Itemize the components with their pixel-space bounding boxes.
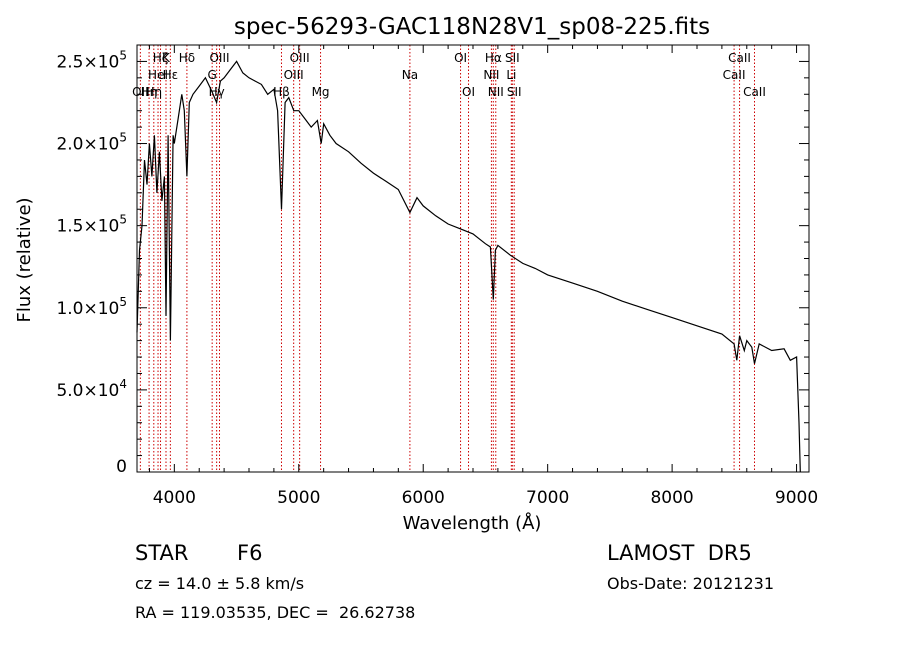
line-marker-label: Hη bbox=[141, 85, 158, 99]
line-marker-label: HeI bbox=[148, 68, 168, 82]
line-marker-label: Li bbox=[506, 68, 516, 82]
y-tick-exponent: 5 bbox=[119, 295, 127, 309]
redshift-velocity: cz = 14.0 ± 5.8 km/s bbox=[135, 574, 305, 593]
object-class: STAR bbox=[135, 541, 189, 565]
y-tick-mantissa: 5.0×10 bbox=[56, 381, 119, 401]
line-marker-label: CaII bbox=[723, 68, 746, 82]
y-tick-mantissa: 1.0×10 bbox=[56, 299, 119, 319]
object-subclass: F6 bbox=[237, 541, 263, 565]
line-marker-label: Hζ bbox=[153, 51, 169, 65]
x-tick-label: 8000 bbox=[650, 488, 693, 508]
line-marker-label: SII bbox=[505, 51, 520, 65]
spectrum-line bbox=[136, 60, 801, 473]
chart-title: spec-56293-GAC118N28V1_sp08-225.fits bbox=[234, 14, 710, 40]
y-tick-mantissa: 2.0×10 bbox=[56, 135, 119, 155]
survey-name: LAMOST DR5 bbox=[607, 541, 752, 565]
line-marker-label: OIII bbox=[290, 51, 310, 65]
x-tick-label: 7000 bbox=[526, 488, 569, 508]
line-marker-label: K bbox=[162, 51, 171, 65]
line-marker-label: OI bbox=[454, 51, 467, 65]
line-marker-label: Hα bbox=[485, 51, 502, 65]
line-marker-label: Hε bbox=[163, 68, 179, 82]
y-tick-exponent: 5 bbox=[119, 131, 127, 145]
line-marker-label: Hγ bbox=[209, 85, 225, 99]
coordinates: RA = 119.03535, DEC = 26.62738 bbox=[135, 603, 416, 622]
y-tick-exponent: 5 bbox=[119, 213, 127, 227]
y-tick-exponent: 4 bbox=[119, 377, 127, 391]
y-tick-label: 2.0×105 bbox=[56, 131, 127, 155]
plot-frame bbox=[136, 44, 810, 473]
line-marker-label: CaII bbox=[728, 51, 751, 65]
line-marker-label: Hη bbox=[145, 85, 162, 99]
x-tick-label: 4000 bbox=[153, 488, 196, 508]
y-tick-exponent: 5 bbox=[119, 48, 127, 62]
line-marker-label: Na bbox=[402, 68, 418, 82]
y-tick-label: 2.5×105 bbox=[56, 48, 127, 72]
line-marker-label: OI bbox=[462, 85, 475, 99]
y-tick-label: 0 bbox=[116, 457, 127, 477]
line-marker-label: OIII bbox=[209, 51, 229, 65]
line-marker-label: OII bbox=[132, 85, 149, 99]
y-tick-label: 1.0×105 bbox=[56, 295, 127, 319]
line-marker-label: NII bbox=[483, 68, 499, 82]
y-tick-label: 5.0×104 bbox=[56, 377, 127, 401]
line-marker-label: Hδ bbox=[179, 51, 195, 65]
line-marker-label: OIII bbox=[284, 68, 304, 82]
y-tick-mantissa: 2.5×10 bbox=[56, 52, 119, 72]
y-tick-mantissa: 1.5×10 bbox=[56, 217, 119, 237]
y-tick-mantissa: 0 bbox=[116, 457, 127, 477]
x-tick-label: 9000 bbox=[775, 488, 818, 508]
y-axis-label: Flux (relative) bbox=[14, 197, 35, 322]
line-marker-label: CaII bbox=[743, 85, 766, 99]
x-axis-label: Wavelength (Å) bbox=[403, 512, 542, 534]
line-marker-label: NII bbox=[488, 85, 504, 99]
y-tick-label: 1.5×105 bbox=[56, 213, 127, 237]
x-tick-label: 6000 bbox=[402, 488, 445, 508]
x-tick-label: 5000 bbox=[277, 488, 320, 508]
line-marker-label: Hβ bbox=[273, 85, 290, 99]
x-axis: 4000 5000 6000 7000 8000 9000 bbox=[148, 45, 818, 508]
line-marker-label: SII bbox=[507, 85, 522, 99]
spectral-line-markers bbox=[139, 45, 755, 472]
line-marker-label: Mg bbox=[312, 85, 330, 99]
observation-date: Obs-Date: 20121231 bbox=[607, 574, 775, 593]
line-marker-label: G bbox=[208, 68, 217, 82]
